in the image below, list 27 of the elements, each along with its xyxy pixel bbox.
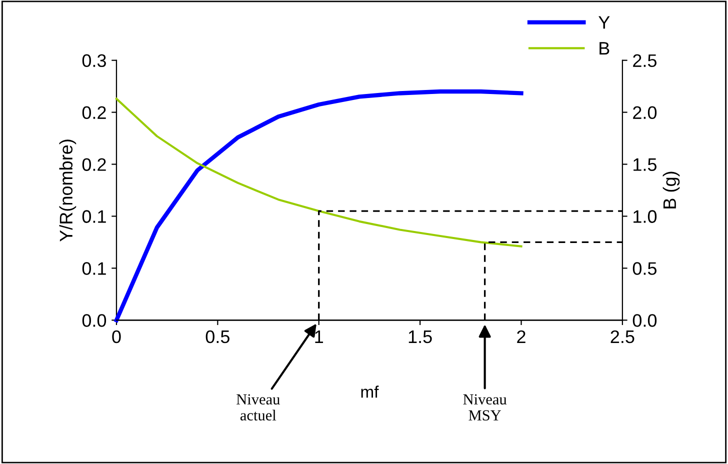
- x-tick-label: 1.5: [408, 330, 432, 344]
- x-axis-title: mf: [361, 386, 379, 398]
- y-tick-label: 0.2: [82, 106, 106, 120]
- x-tick-label: 0.5: [206, 330, 230, 344]
- y-tick-label: 0.1: [82, 210, 106, 223]
- y2-tick-label: 0.0: [632, 314, 657, 327]
- y2-axis-title: B (g): [662, 172, 680, 208]
- annotation: Niveau actuel: [236, 394, 280, 421]
- y-tick-label: 0.1: [82, 262, 106, 275]
- y-tick-label: 0.0: [82, 314, 106, 327]
- y-tick-label: 0.3: [82, 54, 106, 68]
- x-tick-label: 1: [315, 330, 324, 343]
- legend-label: B: [600, 42, 610, 55]
- y2-tick-label: 2.0: [633, 106, 657, 120]
- y2-tick-label: 1.5: [634, 158, 657, 171]
- y2-tick-label: 2.5: [633, 54, 657, 68]
- y-axis-title: Y/R(nombre): [59, 140, 76, 242]
- y-tick-label: 0.2: [82, 158, 106, 171]
- line-series: [114, 89, 524, 322]
- x-tick-label: 2: [517, 330, 526, 343]
- line-series: [115, 98, 522, 248]
- annotation: Niveau MSY: [463, 394, 507, 421]
- y2-tick-label: 0.5: [632, 262, 657, 275]
- x-tick-label: 0: [112, 330, 121, 344]
- legend-label: Y: [598, 16, 610, 29]
- y2-tick-label: 1.0: [634, 210, 657, 223]
- x-tick-label: 2.5: [610, 330, 634, 344]
